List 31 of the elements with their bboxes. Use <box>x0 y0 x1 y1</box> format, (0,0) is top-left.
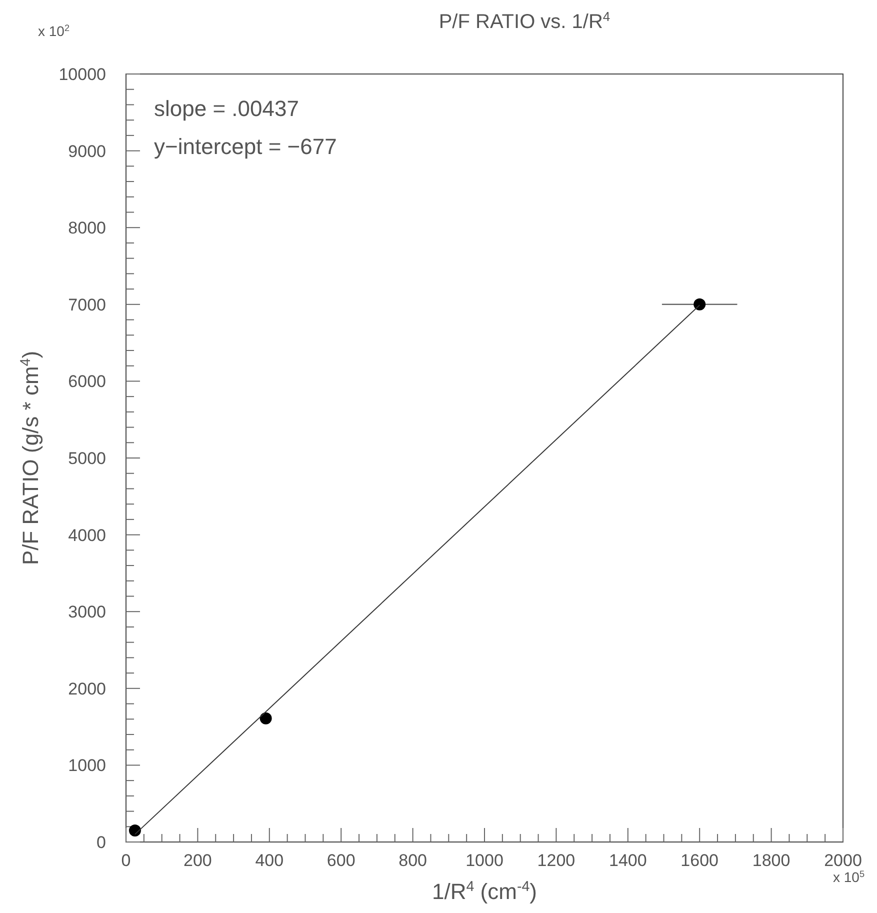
y-tick-label: 3000 <box>68 602 106 622</box>
y-tick-label: 4000 <box>68 526 106 545</box>
x-tick-label: 1800 <box>752 851 790 870</box>
text: x 10$^{2}$ <box>38 23 70 39</box>
x-axis-title: 1/R$^{4}$ (cm$^{-4}$) <box>432 879 538 904</box>
annotation: y−intercept = −677 <box>154 134 337 159</box>
annotation: slope = .00437 <box>154 96 299 121</box>
y-tick-label: 2000 <box>68 679 106 698</box>
point <box>128 824 141 836</box>
y-tick-label: 10000 <box>58 65 106 84</box>
x-tick-label: 1200 <box>537 851 576 870</box>
y-tick-label: 9000 <box>68 142 106 161</box>
point <box>260 712 272 724</box>
y-tick-label: 7000 <box>68 295 106 314</box>
x-tick-label: 400 <box>255 851 284 870</box>
x-tick-label: 200 <box>184 851 212 870</box>
y-tick-label: 6000 <box>68 372 106 392</box>
x-tick-label: 2000 <box>824 851 862 870</box>
text: x 10$^{5}$ <box>833 869 865 885</box>
y-tick-label: 8000 <box>68 218 106 238</box>
y-tick-label: 0 <box>96 833 106 852</box>
x-tick-label: 600 <box>326 851 356 870</box>
chart-title: P/F RATIO vs. 1/R$^{4}$ <box>438 8 610 33</box>
x-tick-label: 0 <box>121 851 131 870</box>
point <box>694 298 706 310</box>
y-tick-label: 1000 <box>68 756 106 776</box>
x-tick-label: 1000 <box>466 851 504 870</box>
x-tick-label: 1600 <box>680 851 719 870</box>
x-tick-label: 1400 <box>608 851 647 870</box>
y-tick-label: 5000 <box>68 449 106 468</box>
x-tick-label: 800 <box>398 851 427 870</box>
